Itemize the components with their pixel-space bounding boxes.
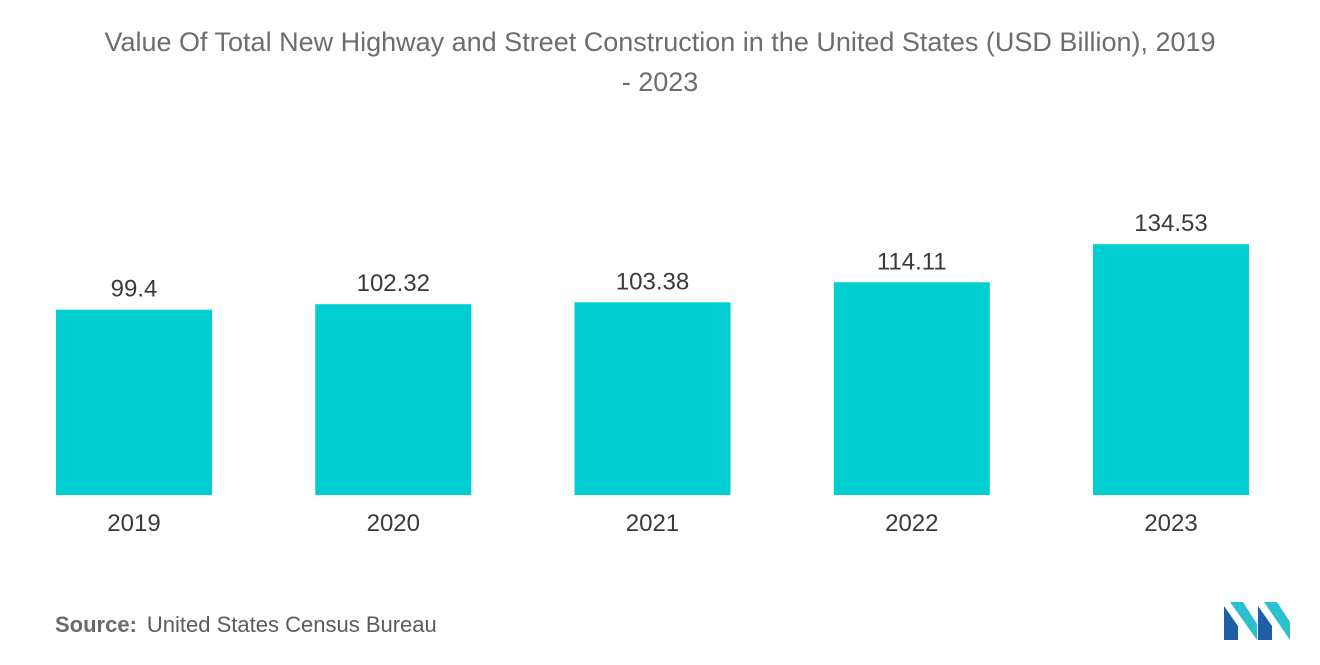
value-label-2021: 103.38 xyxy=(616,268,689,295)
bar-2022 xyxy=(833,282,990,495)
brand-logo-icon xyxy=(1224,602,1290,640)
value-label-2022: 114.11 xyxy=(877,248,947,275)
x-tick-label-2021: 2021 xyxy=(626,510,679,537)
source-note: Source: United States Census Bureau xyxy=(55,612,437,638)
logo-part-2 xyxy=(1230,602,1257,640)
bar-2023 xyxy=(1093,244,1249,495)
chart-title-line-2: - 2023 xyxy=(621,67,699,97)
value-label-2019: 99.4 xyxy=(111,276,158,303)
x-tick-label-2023: 2023 xyxy=(1144,510,1197,537)
x-tick-label-2022: 2022 xyxy=(885,510,938,537)
chart-title-line-1: Value Of Total New Highway and Street Co… xyxy=(104,27,1216,57)
source-label: Source: xyxy=(55,612,137,637)
logo-part-3 xyxy=(1258,606,1272,640)
bar-2019 xyxy=(56,309,212,495)
value-label-2023: 134.53 xyxy=(1134,210,1207,237)
logo-part-1 xyxy=(1224,606,1238,640)
bar-2020 xyxy=(315,304,472,495)
chart-title: Value Of Total New Highway and Street Co… xyxy=(0,22,1320,102)
bar-2021 xyxy=(574,302,731,495)
x-tick-label-2020: 2020 xyxy=(367,510,420,537)
x-tick-label-2019: 2019 xyxy=(107,510,160,537)
source-text: United States Census Bureau xyxy=(146,612,437,637)
logo-part-4 xyxy=(1264,602,1290,640)
value-label-2020: 102.32 xyxy=(357,270,430,297)
